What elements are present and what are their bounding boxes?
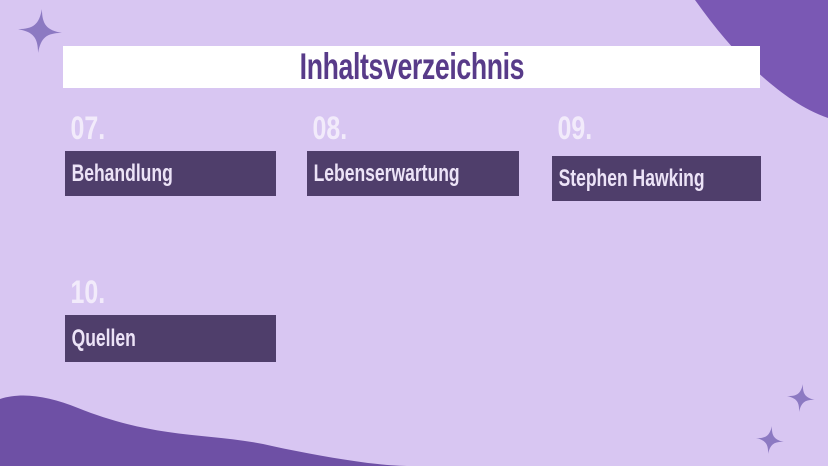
toc-item-08: 08. Lebenserwartung [307, 110, 519, 196]
toc-item-bar: Quellen [65, 315, 276, 362]
page-title: Inhaltsverzeichnis [299, 46, 524, 87]
toc-item-07: 07. Behandlung [65, 110, 276, 196]
toc-item-bar: Behandlung [65, 151, 276, 196]
toc-item-10: 10. Quellen [65, 274, 276, 362]
toc-item-bar: Lebenserwartung [307, 151, 519, 196]
sparkle-icon [787, 384, 815, 412]
toc-item-label: Quellen [71, 324, 136, 352]
toc-item-number: 07. [70, 110, 106, 146]
sparkle-icon [756, 426, 784, 454]
toc-item-label: Stephen Hawking [558, 164, 705, 192]
toc-item-label: Behandlung [71, 159, 173, 187]
toc-item-label: Lebenserwartung [313, 159, 460, 187]
toc-item-number: 09. [557, 110, 593, 146]
corner-blob [695, 0, 828, 118]
title-banner: Inhaltsverzeichnis [63, 46, 760, 88]
bottom-wave [0, 395, 414, 466]
toc-item-number: 08. [312, 110, 348, 146]
toc-item-number: 10. [70, 274, 106, 310]
toc-item-bar: Stephen Hawking [552, 156, 761, 201]
toc-item-09: 09. Stephen Hawking [552, 110, 761, 201]
sparkle-icon [18, 9, 62, 53]
